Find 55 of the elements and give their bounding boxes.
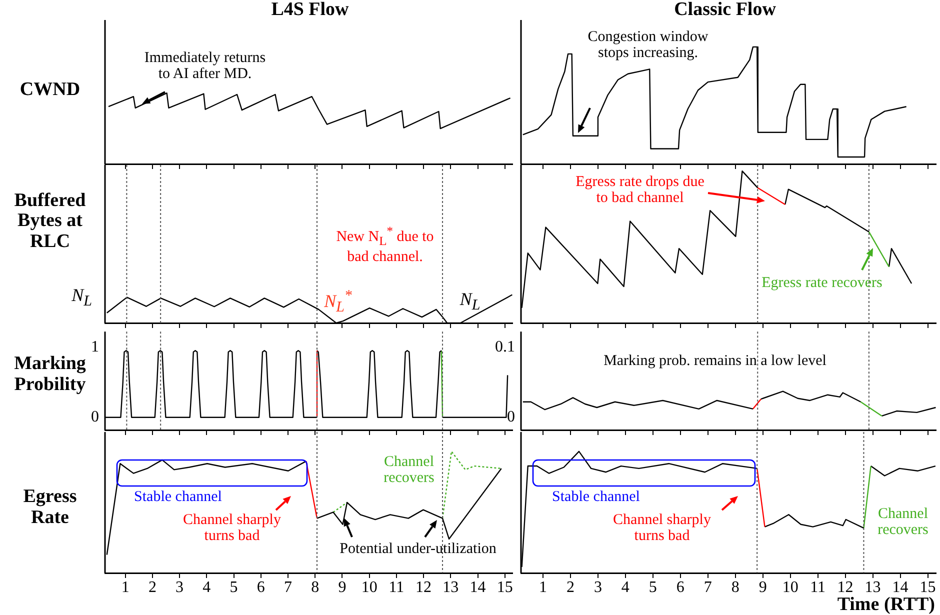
x-tick-label: 3 <box>176 578 184 596</box>
annotation: Channel sharply turns bad <box>612 512 712 544</box>
annotation: Stable channel <box>133 488 223 505</box>
x-tick-label: 7 <box>704 578 712 596</box>
x-tick-label: 4 <box>621 578 630 596</box>
x-tick-label: 8 <box>311 578 320 596</box>
annotation: Channel sharply turns bad <box>182 512 282 544</box>
x-tick-label: 1 <box>538 578 547 596</box>
x-axis-title: Time (RTT) <box>836 594 935 615</box>
y-tick-label: 0.1 <box>495 338 515 356</box>
x-tick-label: 9 <box>338 578 346 596</box>
x-tick-label: 9 <box>758 578 767 596</box>
x-tick-label: 6 <box>676 578 684 596</box>
x-tick-label: 6 <box>256 578 265 596</box>
annotation: Stable channel <box>551 488 641 505</box>
annotation: Potential under-utilization <box>338 540 498 557</box>
annotation: N$_{L}$ <box>458 289 482 314</box>
x-tick-label: 13 <box>864 578 881 596</box>
x-tick-label: 12 <box>837 578 854 596</box>
x-tick-label: 5 <box>648 578 657 596</box>
y-axis-title: CWND <box>18 78 82 100</box>
text: N$_{L}$ <box>70 285 92 310</box>
annotation: Congestion window stops increasing. <box>586 28 710 62</box>
x-tick-label: 2 <box>148 578 156 596</box>
annotation: Channel recovers <box>382 454 436 486</box>
x-tick-label: 1 <box>121 578 130 596</box>
chart-title: L4S Flow <box>270 0 350 20</box>
annotation: Marking prob. remains in a low level <box>602 352 828 369</box>
y-axis-title: Egress Rate <box>22 486 78 529</box>
x-tick-label: 11 <box>810 578 826 596</box>
chart-title: Classic Flow <box>673 0 777 20</box>
x-tick-label: 4 <box>202 578 211 596</box>
annotation: Egress rate drops due to bad channel <box>574 174 706 206</box>
x-tick-label: 5 <box>230 578 238 596</box>
annotation: Channel recovers <box>876 506 930 538</box>
x-tick-label: 7 <box>284 578 292 596</box>
x-tick-label: 2 <box>566 578 574 596</box>
x-tick-label: 15 <box>496 578 513 596</box>
x-tick-label: 14 <box>892 578 908 596</box>
x-tick-label: 12 <box>416 578 432 596</box>
y-axis-title: Buffered Bytes at RLC <box>13 190 87 254</box>
text: Immediately returns to AI after MD. <box>143 50 267 82</box>
x-tick-label: 15 <box>920 578 936 596</box>
x-tick-label: 14 <box>470 578 486 596</box>
x-tick-label: 11 <box>388 578 404 596</box>
y-axis-title: Marking Probility <box>13 353 87 396</box>
x-tick-label: 3 <box>594 578 602 596</box>
annotation: Egress rate recovers <box>760 274 884 291</box>
y-tick-label: 0 <box>507 408 515 426</box>
x-tick-label: 8 <box>731 578 740 596</box>
y-tick-label: 0 <box>91 408 99 426</box>
x-tick-label: 10 <box>782 578 798 596</box>
x-tick-label: 13 <box>442 578 459 596</box>
text: New N$_{L}$$^{*}$ due to bad channel. <box>335 224 435 266</box>
x-tick-label: 10 <box>361 578 378 596</box>
